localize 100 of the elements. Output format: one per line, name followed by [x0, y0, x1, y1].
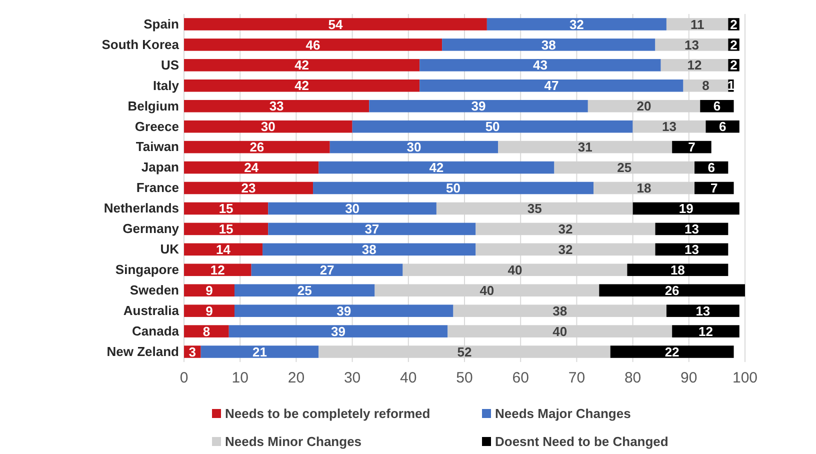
legend-label: Needs to be completely reformed — [225, 406, 430, 421]
data-label: 39 — [471, 98, 486, 114]
data-label: 39 — [336, 303, 352, 318]
data-label: 54 — [328, 16, 344, 32]
x-tick-label: 60 — [512, 370, 529, 387]
data-label: 6 — [713, 98, 721, 114]
bar — [655, 222, 728, 236]
bar — [251, 264, 403, 276]
data-label: 40 — [508, 262, 522, 278]
data-label: 1 — [727, 78, 735, 94]
data-label: 2 — [730, 58, 738, 73]
data-label: 32 — [558, 242, 573, 257]
x-tick-label: 100 — [732, 370, 758, 387]
bar — [184, 140, 330, 154]
y-tick-label: Italy — [152, 78, 180, 93]
data-label: 32 — [569, 16, 584, 32]
bar — [184, 243, 263, 256]
y-tick-label: Canada — [132, 323, 180, 338]
data-label: 9 — [206, 282, 213, 298]
data-label: 21 — [252, 344, 267, 360]
bar — [228, 325, 448, 338]
bar — [268, 202, 436, 215]
bar — [318, 161, 554, 174]
y-tick-label: Germany — [122, 221, 180, 236]
data-label: 50 — [485, 119, 500, 134]
y-tick-label: Sweden — [130, 282, 180, 298]
data-label: 30 — [260, 119, 276, 134]
bar — [694, 182, 734, 194]
data-label: 18 — [670, 262, 685, 278]
bar — [420, 80, 684, 92]
bar — [599, 284, 745, 296]
data-label: 42 — [429, 160, 444, 176]
y-tick-label: France — [136, 180, 179, 196]
data-label: 8 — [702, 78, 710, 94]
data-label: 24 — [244, 160, 260, 176]
y-tick-label: Greece — [134, 118, 179, 134]
y-tick-label: Spain — [144, 16, 180, 32]
bar — [184, 59, 420, 72]
data-label: 30 — [406, 140, 422, 155]
bar — [352, 120, 633, 133]
bar — [655, 243, 728, 256]
bar — [184, 80, 420, 92]
data-label: 26 — [250, 140, 264, 155]
data-label: 38 — [362, 242, 376, 257]
data-label: 38 — [552, 303, 568, 318]
bar — [184, 182, 314, 194]
data-label: 2 — [730, 16, 738, 32]
data-label: 15 — [218, 201, 234, 216]
bar — [184, 202, 268, 215]
data-label: 13 — [684, 242, 699, 257]
data-label: 23 — [241, 180, 256, 196]
data-label: 46 — [306, 37, 320, 52]
data-label: 32 — [558, 221, 573, 236]
legend-label: Needs Major Changes — [495, 406, 631, 421]
bar — [672, 325, 740, 338]
bar — [234, 304, 454, 317]
y-tick-label: New Zeland — [106, 344, 180, 359]
data-label: 27 — [320, 262, 334, 278]
x-tick-label: 50 — [456, 370, 473, 387]
data-label: 3 — [188, 344, 196, 360]
data-label: 7 — [710, 180, 718, 196]
bar — [442, 38, 656, 51]
bar — [313, 182, 594, 194]
data-label: 9 — [206, 303, 213, 318]
data-label: 6 — [718, 119, 726, 134]
bar — [632, 202, 740, 215]
y-tick-label: Netherlands — [104, 200, 179, 216]
bar — [184, 38, 442, 51]
bar — [420, 59, 661, 72]
data-label: 6 — [708, 160, 715, 176]
bar — [610, 346, 734, 358]
bar — [200, 346, 319, 358]
legend-label: Doesnt Need to be Changed — [495, 434, 668, 449]
data-label: 50 — [446, 180, 461, 196]
y-tick-label: US — [160, 57, 180, 72]
x-tick-label: 10 — [232, 370, 248, 387]
data-label: 42 — [294, 78, 310, 94]
y-tick-label: Belgium — [128, 98, 179, 114]
bar — [184, 264, 252, 276]
bar — [672, 140, 712, 154]
data-label: 13 — [684, 221, 699, 236]
data-label: 42 — [294, 58, 310, 73]
y-tick-label: Australia — [123, 302, 180, 318]
bar — [184, 304, 234, 317]
data-label: 18 — [636, 180, 652, 196]
data-label: 13 — [684, 37, 699, 52]
x-tick-label: 30 — [344, 370, 361, 387]
x-tick-label: 40 — [400, 370, 417, 387]
data-label: 47 — [544, 78, 559, 94]
bar — [184, 161, 319, 174]
data-label: 37 — [364, 221, 380, 236]
legend-label: Needs Minor Changes — [225, 434, 362, 449]
x-tick-label: 0 — [180, 370, 188, 387]
bar — [268, 222, 476, 236]
data-label: 33 — [269, 98, 284, 114]
y-tick-label: Taiwan — [136, 139, 180, 154]
data-label: 31 — [578, 140, 592, 155]
y-tick-label: UK — [160, 242, 180, 257]
bar — [700, 100, 734, 112]
data-label: 39 — [331, 324, 346, 339]
